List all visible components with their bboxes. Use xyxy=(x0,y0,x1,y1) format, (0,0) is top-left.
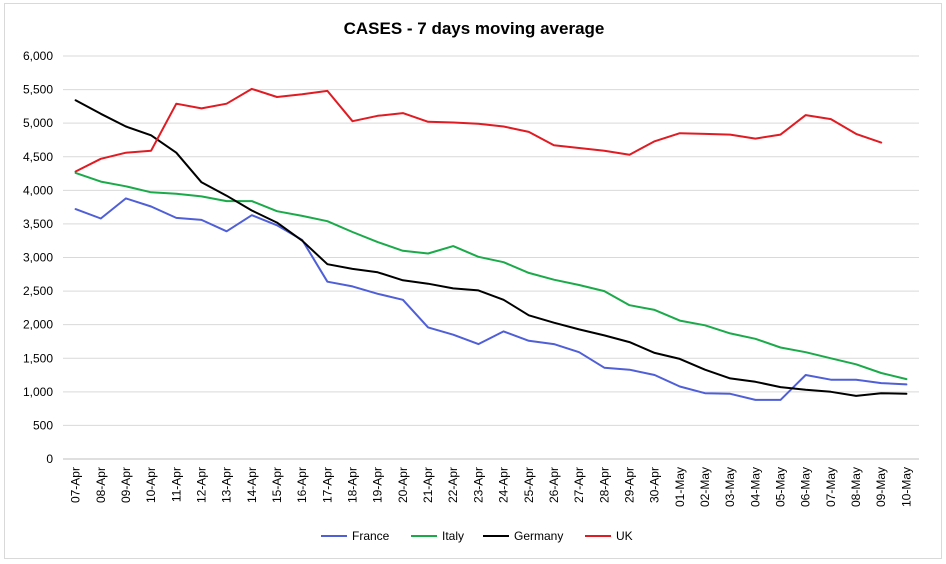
x-tick-label: 20-Apr xyxy=(396,467,410,503)
x-tick-label: 14-Apr xyxy=(245,467,259,503)
x-tick-label: 13-Apr xyxy=(220,467,234,503)
y-tick-label: 2,500 xyxy=(23,284,53,298)
y-tick-label: 3,000 xyxy=(23,251,53,265)
x-tick-label: 03-May xyxy=(723,467,737,507)
y-tick-label: 500 xyxy=(33,418,53,432)
x-tick-label: 02-May xyxy=(698,467,712,507)
x-tick-label: 18-Apr xyxy=(346,467,360,503)
x-tick-label: 07-Apr xyxy=(69,467,83,503)
gridlines xyxy=(63,55,919,460)
series-line-france xyxy=(74,197,908,401)
x-tick-label: 19-Apr xyxy=(371,467,385,503)
x-tick-label: 05-May xyxy=(774,467,788,507)
series-lines xyxy=(74,87,908,401)
y-tick-label: 6,000 xyxy=(23,49,53,63)
legend-label-france: France xyxy=(352,529,390,543)
x-tick-label: 16-Apr xyxy=(295,467,309,503)
line-chart: CASES - 7 days moving average 0 500 1,000 1… xyxy=(23,19,919,543)
x-tick-label: 12-Apr xyxy=(194,467,208,503)
chart-frame: CASES - 7 days moving average 0 500 1,000 1… xyxy=(4,3,942,559)
y-tick-label: 1,000 xyxy=(23,385,53,399)
y-tick-label: 1,500 xyxy=(23,351,53,365)
series-line-italy xyxy=(74,171,908,381)
x-tick-label: 27-Apr xyxy=(572,467,586,503)
x-tick-label: 10-Apr xyxy=(144,467,158,503)
x-tick-label: 09-Apr xyxy=(119,467,133,503)
x-axis-ticks: 07-Apr 08-Apr 09-Apr 10-Apr 11-Apr 12-Apr 13-A… xyxy=(69,467,914,507)
y-tick-label: 3,500 xyxy=(23,217,53,231)
x-tick-label: 09-May xyxy=(874,467,888,507)
x-tick-label: 06-May xyxy=(799,467,813,507)
y-tick-label: 5,000 xyxy=(23,116,53,130)
x-tick-label: 01-May xyxy=(673,467,687,507)
x-tick-label: 04-May xyxy=(748,467,762,507)
x-tick-label: 23-Apr xyxy=(471,467,485,503)
x-tick-label: 11-Apr xyxy=(169,467,183,502)
x-tick-label: 24-Apr xyxy=(497,467,511,503)
x-tick-label: 28-Apr xyxy=(597,467,611,503)
x-tick-label: 22-Apr xyxy=(446,467,460,503)
y-tick-label: 2,000 xyxy=(23,318,53,332)
series-line-germany xyxy=(74,99,908,397)
y-axis-ticks: 0 500 1,000 1,500 2,000 2,500 3,000 3,500 4,000 4… xyxy=(23,49,53,466)
x-tick-label: 30-Apr xyxy=(648,467,662,503)
x-tick-label: 26-Apr xyxy=(547,467,561,503)
x-tick-label: 21-Apr xyxy=(421,467,435,503)
y-tick-label: 5,500 xyxy=(23,83,53,97)
chart-title: CASES - 7 days moving average xyxy=(344,19,605,38)
x-tick-label: 07-May xyxy=(824,467,838,507)
y-tick-label: 4,500 xyxy=(23,150,53,164)
legend-label-germany: Germany xyxy=(514,529,563,543)
series-line-uk xyxy=(74,87,883,173)
y-tick-label: 0 xyxy=(46,452,53,466)
x-tick-label: 25-Apr xyxy=(522,467,536,503)
x-tick-label: 29-Apr xyxy=(622,467,636,503)
legend-label-uk: UK xyxy=(616,529,633,543)
x-tick-label: 10-May xyxy=(899,467,913,507)
x-tick-label: 08-Apr xyxy=(94,467,108,503)
x-tick-label: 15-Apr xyxy=(270,467,284,503)
legend: France Italy Germany UK xyxy=(321,529,633,543)
legend-label-italy: Italy xyxy=(442,529,464,543)
x-tick-label: 08-May xyxy=(849,467,863,507)
x-tick-label: 17-Apr xyxy=(320,467,334,503)
y-tick-label: 4,000 xyxy=(23,183,53,197)
